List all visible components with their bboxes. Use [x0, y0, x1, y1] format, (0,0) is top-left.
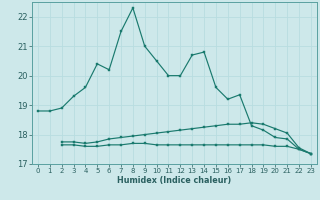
X-axis label: Humidex (Indice chaleur): Humidex (Indice chaleur) — [117, 176, 232, 185]
